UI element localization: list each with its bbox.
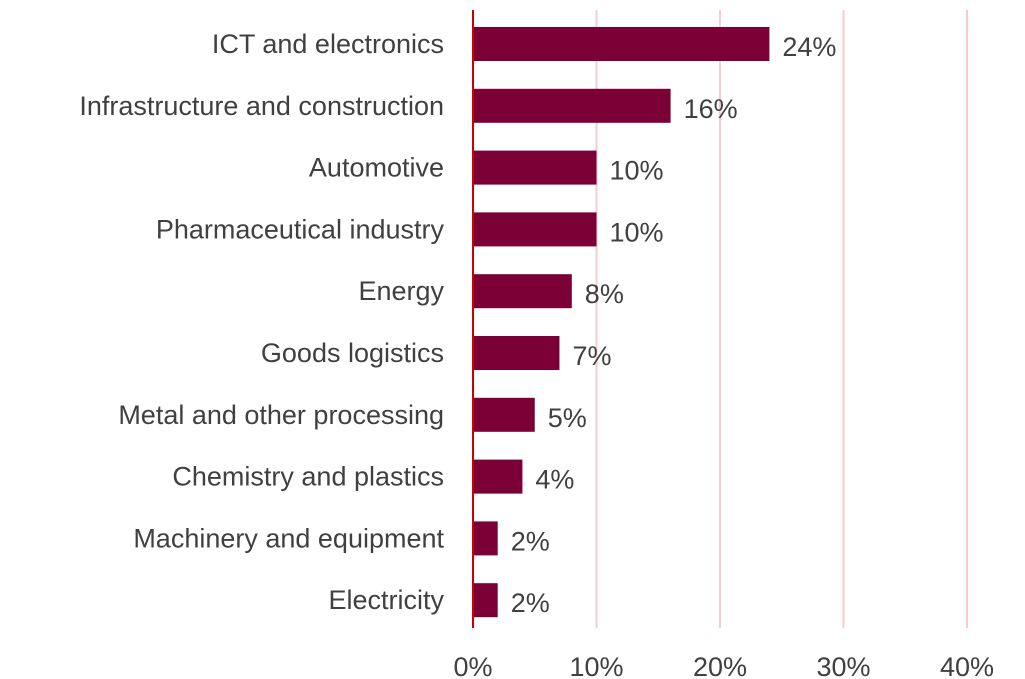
value-labels: 24% 16% 10% 10% 8% 7% 5% 4% 2% 2% (511, 32, 837, 618)
category-label: ICT and electronics (212, 29, 444, 59)
category-label: Automotive (309, 153, 444, 183)
gridlines (595, 10, 968, 628)
bar-2 (473, 88, 671, 123)
bar-10 (473, 583, 498, 618)
value-label: 24% (782, 32, 836, 62)
x-tick-label: 30% (816, 652, 870, 679)
bars (473, 27, 770, 618)
category-label: Metal and other processing (118, 400, 444, 430)
category-labels: ICT and electronics Infrastructure and co… (79, 29, 444, 615)
value-label: 10% (610, 156, 664, 186)
bar-4 (473, 212, 597, 247)
category-label: Energy (358, 276, 444, 306)
x-tick-labels: 0% 10% 20% 30% 40% (453, 652, 994, 679)
category-label: Chemistry and plastics (172, 462, 444, 492)
bar-6 (473, 336, 560, 370)
x-tick-label: 20% (693, 652, 747, 679)
value-label: 2% (511, 588, 550, 618)
category-label: Goods logistics (261, 338, 444, 368)
bar-7 (473, 397, 535, 432)
value-label: 10% (610, 217, 664, 247)
category-label: Electricity (328, 585, 444, 615)
x-tick-label: 10% (569, 652, 623, 679)
value-label: 5% (548, 403, 587, 433)
bar-3 (473, 150, 597, 185)
value-label: 2% (511, 526, 550, 556)
x-tick-label: 40% (940, 652, 994, 679)
category-label: Machinery and equipment (133, 523, 444, 553)
category-label: Infrastructure and construction (79, 91, 444, 121)
bar-8 (473, 459, 523, 494)
value-label: 16% (684, 94, 738, 124)
value-label: 4% (535, 465, 574, 495)
bar-9 (473, 521, 498, 556)
bar-5 (473, 274, 572, 309)
value-label: 8% (585, 279, 624, 309)
value-label: 7% (572, 341, 611, 371)
bar-1 (473, 27, 770, 61)
x-tick-label: 0% (453, 652, 492, 679)
category-label: Pharmaceutical industry (156, 214, 445, 244)
